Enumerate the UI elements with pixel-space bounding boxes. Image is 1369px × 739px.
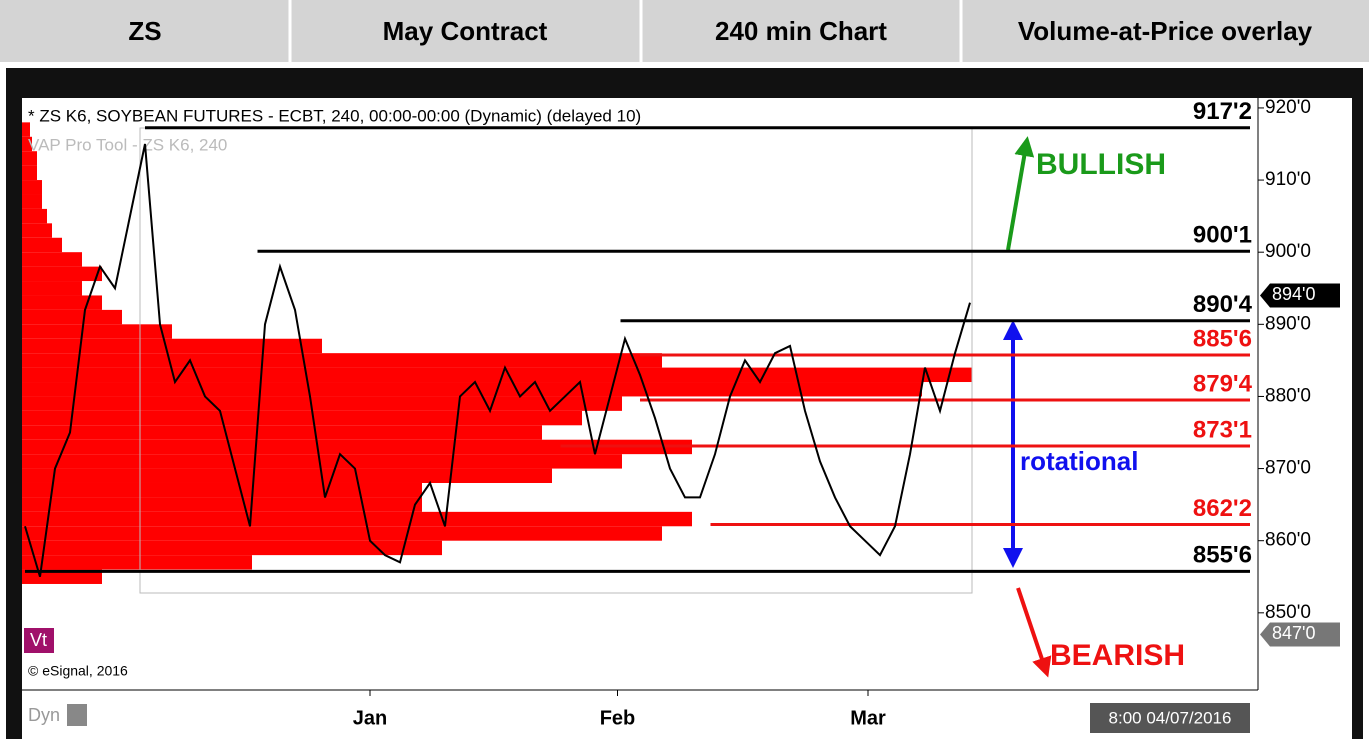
bullish-arrow: [1006, 136, 1035, 251]
y-tick-label: 850'0: [1265, 602, 1311, 623]
timestamp: 8:00 04/07/2016: [1109, 708, 1232, 727]
volume-bar: [22, 338, 322, 354]
price-badge-label: 847'0: [1272, 623, 1315, 643]
level-label: 885'6: [1193, 325, 1252, 352]
volume-bar: [22, 396, 622, 411]
price-badge: [1260, 622, 1340, 647]
y-tick-label: 910'0: [1265, 169, 1311, 190]
y-tick-label: 860'0: [1265, 530, 1311, 551]
y-tick-label: 900'0: [1265, 241, 1311, 262]
header: ZS May Contract 240 min Chart Volume-at-…: [0, 0, 1369, 62]
y-tick-label: 870'0: [1265, 458, 1311, 479]
volume-bar: [22, 151, 37, 166]
volume-bar: [22, 367, 972, 383]
volume-bar: [22, 180, 42, 195]
plot: [22, 122, 972, 584]
copyright: © eSignal, 2016: [28, 663, 128, 679]
volume-bar: [22, 281, 82, 296]
volume-bar: [22, 569, 102, 584]
volume-bar: [22, 136, 32, 152]
annotation: BEARISH: [1050, 639, 1185, 672]
price-line: [24, 143, 971, 578]
level-label: 890'4: [1193, 291, 1253, 318]
x-tick-label: Jan: [353, 707, 387, 729]
study-label: Vt: [30, 630, 47, 650]
timestamp-badge: [1090, 703, 1250, 733]
header-cell: 240 min Chart: [715, 16, 887, 46]
price-badge-label: 894'0: [1272, 284, 1315, 304]
volume-bar: [22, 482, 422, 498]
annotation: rotational: [1020, 446, 1138, 476]
volume-bar: [22, 454, 622, 469]
level-label: 900'1: [1193, 222, 1252, 249]
volume-bar: [22, 194, 42, 209]
y-tick-label: 880'0: [1265, 385, 1311, 406]
volume-bar: [22, 540, 442, 556]
volume-bar: [22, 252, 82, 267]
volume-bar: [22, 439, 692, 455]
volume-bar: [22, 309, 122, 325]
volume-bar: [22, 295, 102, 310]
volume-bar: [22, 324, 172, 339]
study-badge: [24, 628, 54, 653]
volume-bar: [22, 382, 922, 397]
y-tick-label: 890'0: [1265, 313, 1311, 334]
level-label: 855'6: [1193, 542, 1252, 569]
header-bg: [0, 0, 1369, 62]
volume-bar: [22, 526, 662, 541]
volume-bar: [22, 468, 552, 483]
subtitle: VAP Pro Tool - ZS K6, 240: [28, 135, 227, 154]
x-tick-label: Feb: [600, 707, 636, 729]
volume-bar: [22, 237, 62, 253]
volume-bar: [22, 410, 582, 426]
volume-bar: [22, 165, 37, 181]
lock-icon: [67, 704, 87, 726]
volume-bar: [22, 223, 52, 238]
header-cell: May Contract: [383, 16, 548, 46]
volume-bar: [22, 208, 47, 224]
volume-bar: [22, 555, 252, 570]
annotation: BULLISH: [1036, 148, 1166, 181]
y-tick-label: 920'0: [1265, 97, 1311, 118]
volume-bar: [22, 122, 30, 137]
price-badge: [1260, 283, 1340, 308]
chart-title: * ZS K6, SOYBEAN FUTURES - ECBT, 240, 00…: [28, 106, 641, 125]
volume-bar: [22, 425, 542, 440]
level-label: 873'1: [1193, 416, 1252, 443]
volume-bar: [22, 353, 662, 368]
volume-bar: [22, 497, 422, 512]
x-tick-label: Mar: [850, 707, 886, 729]
level-label: 862'2: [1193, 495, 1252, 522]
volume-bar: [22, 511, 692, 527]
level-label: 917'2: [1193, 98, 1252, 125]
bearish-arrow: [1016, 587, 1052, 678]
header-cell: Volume-at-Price overlay: [1018, 16, 1313, 46]
header-cell: ZS: [128, 16, 161, 46]
mode-label: Dyn: [28, 705, 60, 725]
level-label: 879'4: [1193, 370, 1253, 397]
volume-bar: [22, 266, 102, 282]
